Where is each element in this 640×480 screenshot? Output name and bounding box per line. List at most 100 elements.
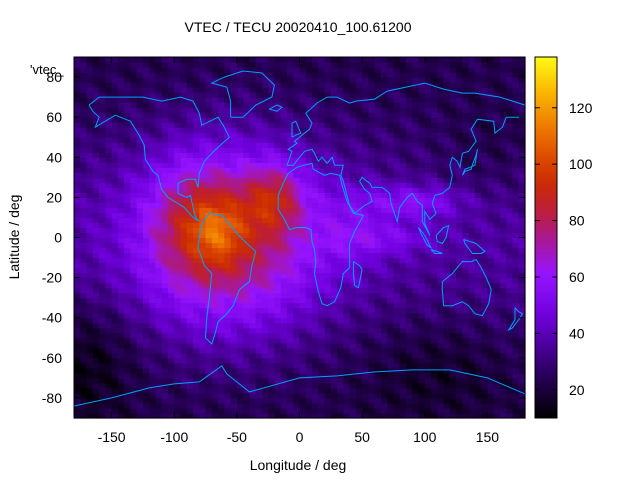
heatmap-cell <box>337 317 344 324</box>
heatmap-cell <box>268 57 276 63</box>
heatmap-cell <box>424 182 432 188</box>
heatmap-cell <box>293 67 301 73</box>
heatmap-cell <box>318 167 326 173</box>
heatmap-cell <box>124 107 131 113</box>
heatmap-cell <box>167 407 175 414</box>
heatmap-cell <box>274 367 282 374</box>
heatmap-cell <box>343 57 351 63</box>
heatmap-cell <box>86 367 94 374</box>
heatmap-cell <box>142 402 150 409</box>
heatmap-cell <box>362 207 369 214</box>
heatmap-cell <box>218 192 225 198</box>
heatmap-cell <box>318 182 326 188</box>
heatmap-cell <box>305 117 313 123</box>
heatmap-cell <box>124 352 131 359</box>
heatmap-cell <box>431 357 438 364</box>
heatmap-cell <box>305 197 313 203</box>
heatmap-cell <box>412 322 420 329</box>
heatmap-cell <box>199 72 207 78</box>
heatmap-cell <box>149 282 157 289</box>
heatmap-cell <box>437 207 445 214</box>
heatmap-cell <box>305 257 313 264</box>
heatmap-cell <box>130 392 138 399</box>
heatmap-cell <box>174 77 182 83</box>
heatmap-cell <box>180 212 188 219</box>
heatmap-cell <box>193 387 200 394</box>
heatmap-cell <box>186 252 194 259</box>
heatmap-cell <box>149 122 157 128</box>
heatmap-cell <box>456 247 463 254</box>
heatmap-cell <box>193 177 200 183</box>
heatmap-cell <box>343 372 351 379</box>
heatmap-cell <box>468 222 476 229</box>
heatmap-cell <box>493 97 501 103</box>
heatmap-cell <box>255 97 263 103</box>
heatmap-cell <box>312 372 319 379</box>
heatmap-cell <box>180 407 188 414</box>
heatmap-cell <box>243 212 250 219</box>
heatmap-cell <box>218 257 225 264</box>
heatmap-cell <box>180 92 188 98</box>
heatmap-cell <box>474 182 482 188</box>
heatmap-cell <box>280 147 288 153</box>
heatmap-cell <box>105 72 113 78</box>
heatmap-cell <box>130 277 138 284</box>
heatmap-cell <box>481 142 489 148</box>
heatmap-cell <box>437 232 445 239</box>
heatmap-cell <box>92 182 100 188</box>
heatmap-cell <box>305 137 313 143</box>
heatmap-cell <box>199 102 207 108</box>
heatmap-cell <box>274 352 282 359</box>
heatmap-cell <box>92 297 100 304</box>
heatmap-cell <box>412 97 420 103</box>
heatmap-cell <box>117 87 125 93</box>
heatmap-cell <box>443 132 451 138</box>
heatmap-cell <box>186 282 194 289</box>
heatmap-cell <box>393 82 401 88</box>
heatmap-cell <box>456 77 463 83</box>
heatmap-cell <box>224 167 232 173</box>
heatmap-cell <box>92 287 100 294</box>
heatmap-cell <box>230 192 238 198</box>
heatmap-cell <box>268 247 276 254</box>
heatmap-cell <box>405 402 413 409</box>
heatmap-cell <box>86 237 94 244</box>
heatmap-cell <box>286 237 294 244</box>
heatmap-cell <box>105 372 113 379</box>
heatmap-cell <box>481 77 489 83</box>
heatmap-cell <box>261 257 269 264</box>
heatmap-cell <box>286 67 294 73</box>
heatmap-cell <box>431 232 438 239</box>
heatmap-cell <box>136 282 144 289</box>
heatmap-cell <box>474 57 482 63</box>
heatmap-cell <box>80 92 88 98</box>
heatmap-cell <box>374 407 382 414</box>
heatmap-cell <box>236 342 244 349</box>
heatmap-cell <box>243 272 250 279</box>
heatmap-cell <box>218 197 225 203</box>
heatmap-cell <box>249 172 257 178</box>
heatmap-cell <box>286 342 294 349</box>
heatmap-cell <box>418 137 426 143</box>
heatmap-cell <box>99 377 106 384</box>
heatmap-cell <box>268 112 276 118</box>
heatmap-cell <box>456 237 463 244</box>
heatmap-cell <box>293 147 301 153</box>
heatmap-cell <box>399 357 407 364</box>
heatmap-cell <box>155 257 163 264</box>
heatmap-cell <box>468 292 476 299</box>
heatmap-cell <box>293 277 301 284</box>
heatmap-cell <box>155 352 163 359</box>
heatmap-cell <box>299 147 307 153</box>
heatmap-cell <box>80 272 88 279</box>
heatmap-cell <box>431 112 438 118</box>
heatmap-cell <box>205 317 213 324</box>
heatmap-cell <box>456 387 463 394</box>
heatmap-cell <box>362 232 369 239</box>
heatmap-cell <box>499 247 507 254</box>
heatmap-cell <box>324 167 332 173</box>
heatmap-cell <box>431 152 438 158</box>
heatmap-cell <box>274 332 282 339</box>
heatmap-cell <box>124 367 131 374</box>
heatmap-cell <box>249 107 257 113</box>
